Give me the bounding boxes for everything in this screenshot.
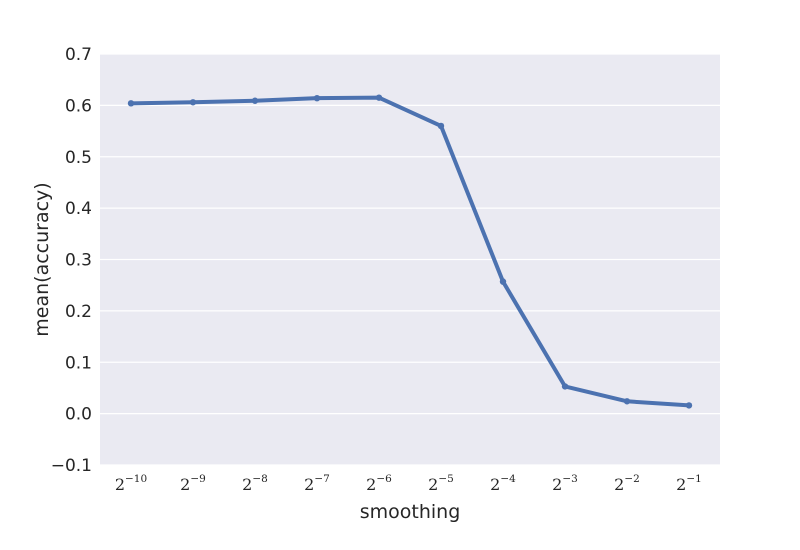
x-tick-base: 2 <box>676 475 686 494</box>
x-tick-exponent: −10 <box>125 473 147 485</box>
y-tick-label: 0.3 <box>65 251 92 271</box>
x-tick-label: 2−7 <box>304 473 330 494</box>
x-tick-labels: 2−10 2−9 2−8 2−7 2−6 2−5 2−4 2−3 2−2 2−1 <box>115 473 702 494</box>
y-tick-label: 0.1 <box>65 353 92 373</box>
y-tick-label: 0.2 <box>65 302 92 322</box>
x-tick-base: 2 <box>614 475 624 494</box>
data-point <box>623 398 631 405</box>
x-tick-exponent: −3 <box>562 473 577 485</box>
x-tick-label: 2−10 <box>115 473 147 494</box>
x-tick-label: 2−6 <box>366 473 392 494</box>
x-tick-exponent: −5 <box>438 473 453 485</box>
x-tick-label: 2−8 <box>242 473 268 494</box>
data-point <box>437 122 445 130</box>
x-tick-base: 2 <box>304 475 314 494</box>
x-tick-base: 2 <box>242 475 252 494</box>
x-tick-base: 2 <box>115 475 125 494</box>
x-tick-base: 2 <box>180 475 190 494</box>
x-tick-exponent: −9 <box>190 473 205 485</box>
series-line <box>129 95 691 408</box>
x-tick-label: 2−3 <box>552 473 578 494</box>
series-layer <box>127 94 693 409</box>
y-tick-label: −0.1 <box>51 456 92 476</box>
data-point <box>561 383 569 390</box>
data-point <box>685 402 693 409</box>
x-tick-base: 2 <box>490 475 500 494</box>
x-tick-exponent: −8 <box>252 473 267 485</box>
x-tick-exponent: −1 <box>686 473 701 485</box>
data-point <box>251 97 259 104</box>
y-tick-label: 0.4 <box>65 199 92 219</box>
y-axis-label: mean(accuracy) <box>31 182 53 336</box>
x-tick-exponent: −7 <box>314 473 329 485</box>
y-tick-labels: −0.1 0.0 0.1 0.2 0.3 0.4 0.5 0.6 0.7 <box>51 45 92 476</box>
data-point <box>189 99 197 106</box>
x-tick-exponent: −4 <box>500 473 516 485</box>
x-tick-label: 2−4 <box>490 473 516 494</box>
x-tick-exponent: −6 <box>376 473 392 485</box>
x-tick-label: 2−9 <box>180 473 206 494</box>
data-point <box>127 100 135 107</box>
data-point <box>375 94 383 101</box>
x-tick-label: 2−1 <box>676 473 702 494</box>
data-point <box>313 94 321 102</box>
y-tick-label: 0.6 <box>65 96 92 116</box>
x-tick-base: 2 <box>552 475 562 494</box>
y-tick-label: 0.7 <box>65 45 92 65</box>
x-tick-base: 2 <box>366 475 376 494</box>
x-axis-label: smoothing <box>360 501 461 523</box>
gridlines <box>100 53 720 466</box>
y-tick-label: 0.0 <box>65 405 92 425</box>
x-tick-exponent: −2 <box>624 473 639 485</box>
x-tick-label: 2−2 <box>614 473 640 494</box>
data-point <box>499 278 507 285</box>
x-tick-label: 2−5 <box>428 473 454 494</box>
y-tick-label: 0.5 <box>65 148 92 168</box>
x-tick-base: 2 <box>428 475 438 494</box>
